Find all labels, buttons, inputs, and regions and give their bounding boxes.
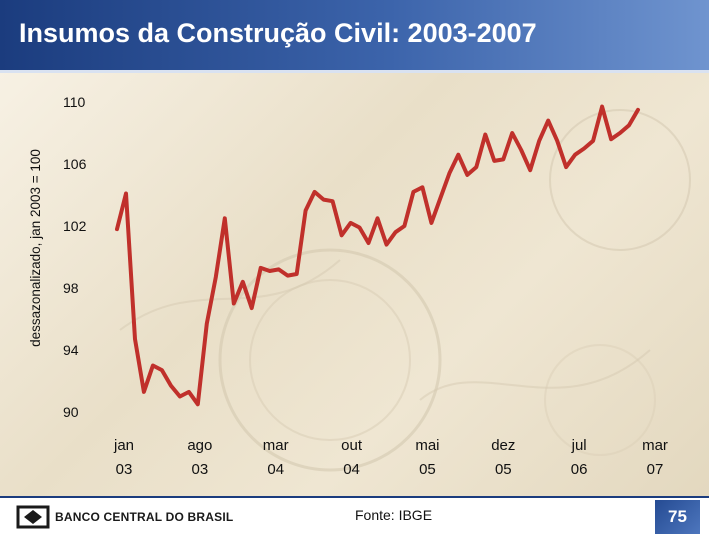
y-tick-label: 98 bbox=[63, 280, 79, 296]
x-tick-label: dez bbox=[491, 437, 515, 454]
x-tick-labels: jan 03 ago 03 mar 04 out 04 mai 05 dez 05 jul 06 mar 07 bbox=[113, 437, 668, 478]
x-tick-label: 04 bbox=[267, 461, 284, 478]
footer-divider bbox=[0, 496, 709, 498]
x-tick-label: 07 bbox=[647, 461, 664, 478]
page-number: 75 bbox=[655, 500, 700, 534]
y-tick-label: 106 bbox=[63, 156, 87, 172]
y-tick-label: 90 bbox=[63, 404, 79, 420]
x-tick-label: ago bbox=[187, 437, 212, 454]
x-tick-label: 04 bbox=[343, 461, 360, 478]
bank-logo-icon bbox=[16, 505, 50, 529]
x-tick-label: 03 bbox=[116, 461, 133, 478]
x-tick-label: jul bbox=[571, 437, 587, 454]
line-chart: dessazonalizado, jan 2003 = 100 110 106 10… bbox=[28, 94, 668, 478]
y-tick-label: 94 bbox=[63, 342, 79, 358]
header-divider bbox=[0, 70, 709, 73]
x-tick-label: 05 bbox=[419, 461, 436, 478]
x-tick-label: 03 bbox=[192, 461, 209, 478]
banknote-pattern bbox=[119, 109, 691, 472]
x-tick-label: mar bbox=[263, 437, 289, 454]
y-tick-label: 102 bbox=[63, 218, 87, 234]
series-line bbox=[115, 104, 640, 407]
x-tick-label: 06 bbox=[571, 461, 588, 478]
source-note: Fonte: IBGE bbox=[355, 507, 433, 523]
bank-logo-text: BANCO CENTRAL DO BRASIL bbox=[55, 510, 234, 524]
x-tick-label: mar bbox=[642, 437, 668, 454]
y-tick-labels: 110 106 102 98 94 90 bbox=[63, 94, 87, 420]
y-axis-label: dessazonalizado, jan 2003 = 100 bbox=[28, 149, 43, 347]
x-tick-label: jan bbox=[113, 437, 134, 454]
x-tick-label: mai bbox=[415, 437, 439, 454]
slide-title: Insumos da Construção Civil: 2003-2007 bbox=[19, 18, 537, 48]
slide-footer bbox=[0, 496, 709, 539]
x-tick-label: 05 bbox=[495, 461, 512, 478]
y-tick-label: 110 bbox=[63, 94, 86, 110]
slide-header: Insumos da Construção Civil: 2003-2007 bbox=[0, 0, 709, 70]
x-tick-label: out bbox=[341, 437, 363, 454]
